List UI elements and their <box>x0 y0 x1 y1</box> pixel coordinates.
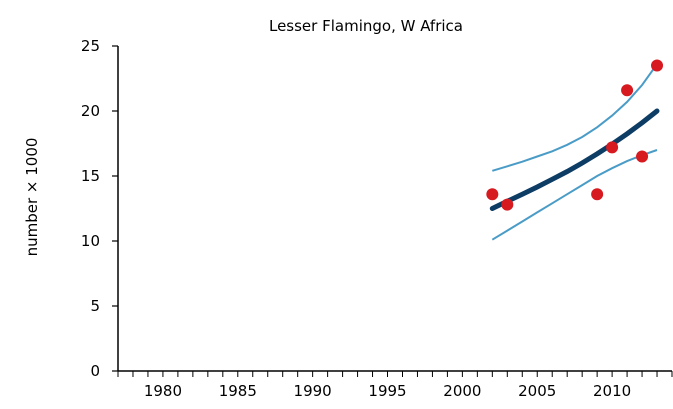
data-point <box>606 141 619 154</box>
trend-line-path <box>489 108 660 211</box>
trend-line <box>489 108 660 211</box>
confidence-upper-line <box>492 63 658 172</box>
data-points <box>486 59 664 211</box>
data-point <box>636 150 649 163</box>
data-point <box>501 198 514 211</box>
y-tick-label: 10 <box>81 232 100 250</box>
y-tick-label: 0 <box>90 362 100 380</box>
x-tick-label: 2010 <box>593 382 631 400</box>
x-tick-label: 1980 <box>144 382 182 400</box>
x-tick-label: 2005 <box>518 382 556 400</box>
data-point <box>621 84 634 97</box>
y-tick-label: 5 <box>90 297 100 315</box>
data-point <box>651 59 664 72</box>
data-point <box>591 188 604 201</box>
x-tick-label: 2000 <box>443 382 481 400</box>
confidence-band <box>491 63 658 241</box>
y-axis-label: number × 1000 <box>23 138 41 257</box>
y-tick-label: 25 <box>81 37 100 55</box>
x-tick-label: 1995 <box>368 382 406 400</box>
x-tick-label: 1985 <box>219 382 257 400</box>
confidence-lower-line <box>491 149 658 241</box>
y-tick-label: 15 <box>81 167 100 185</box>
x-tick-label: 1990 <box>294 382 332 400</box>
data-point <box>486 188 499 201</box>
y-tick-label: 20 <box>81 102 100 120</box>
axes: 0 5 10 15 20 25 1980 1985 1990 1995 2000 2005 2010 <box>81 37 673 400</box>
chart-title: Lesser Flamingo, W Africa <box>269 17 463 35</box>
